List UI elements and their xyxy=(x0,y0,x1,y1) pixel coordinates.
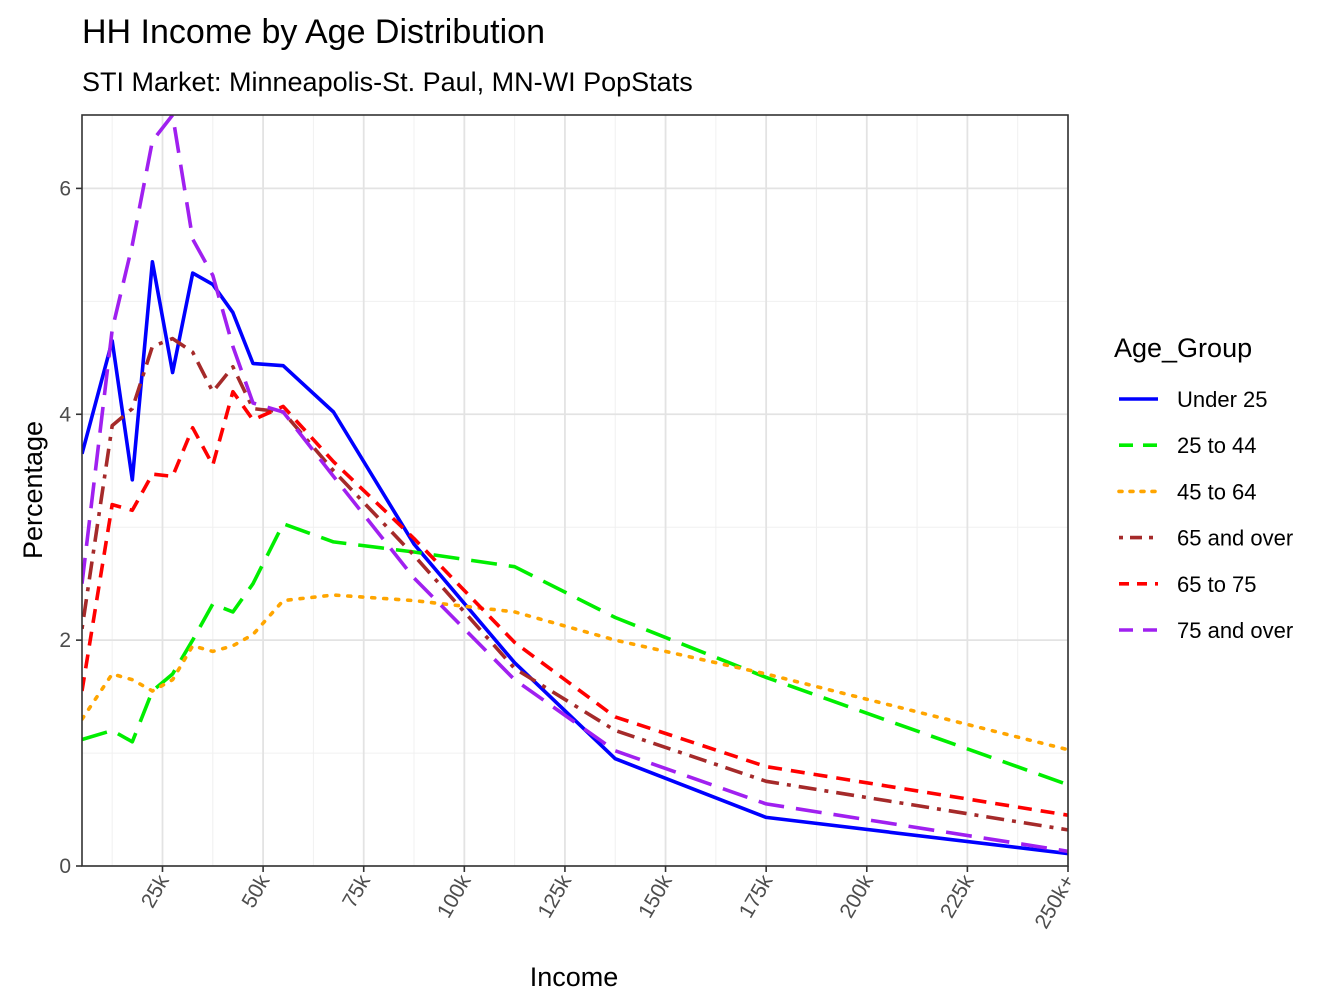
chart-title: HH Income by Age Distribution xyxy=(82,13,545,51)
series-line-5 xyxy=(82,389,1068,817)
y-axis-title: Percentage xyxy=(18,421,48,559)
legend: Under 25 25 to 44 45 to 64 65 and over 65 to… xyxy=(1117,387,1293,643)
x-tick-label: 200k xyxy=(835,871,878,922)
y-tick-label: 2 xyxy=(59,629,71,652)
x-tick-label: 25k xyxy=(137,871,174,912)
x-tick-label: 75k xyxy=(338,871,375,912)
x-tick-label: 100k xyxy=(433,871,476,922)
y-tick-label: 4 xyxy=(59,403,71,426)
y-tick-label: 6 xyxy=(59,177,71,200)
plot-panel-border xyxy=(81,114,1069,867)
x-tick-label: 150k xyxy=(634,871,677,922)
legend-label: 65 to 75 xyxy=(1177,572,1257,597)
series-line-6 xyxy=(82,115,1068,854)
grid xyxy=(82,115,1069,867)
x-axis-title: Income xyxy=(530,962,619,992)
legend-label: 25 to 44 xyxy=(1177,433,1257,458)
legend-label: 65 and over xyxy=(1177,526,1293,551)
series-line-4 xyxy=(82,336,1068,832)
legend-title: Age_Group xyxy=(1114,333,1252,363)
y-tick-label: 0 xyxy=(59,855,71,878)
x-tick-label: 175k xyxy=(735,871,778,922)
chart-subtitle: STI Market: Minneapolis-St. Paul, MN-WI … xyxy=(82,67,693,97)
x-tick-label: 250k+ xyxy=(1031,871,1080,933)
series-line-2 xyxy=(82,521,1068,787)
x-tick-label: 125k xyxy=(534,871,577,922)
series-line-1 xyxy=(82,259,1068,856)
series-line-3 xyxy=(82,593,1068,752)
x-tick-label: 50k xyxy=(238,871,275,912)
series-lines xyxy=(82,115,1068,856)
legend-label: 45 to 64 xyxy=(1177,479,1257,504)
x-tick-label: 225k xyxy=(936,871,979,922)
legend-label: 75 and over xyxy=(1177,618,1293,643)
legend-label: Under 25 xyxy=(1177,387,1268,412)
